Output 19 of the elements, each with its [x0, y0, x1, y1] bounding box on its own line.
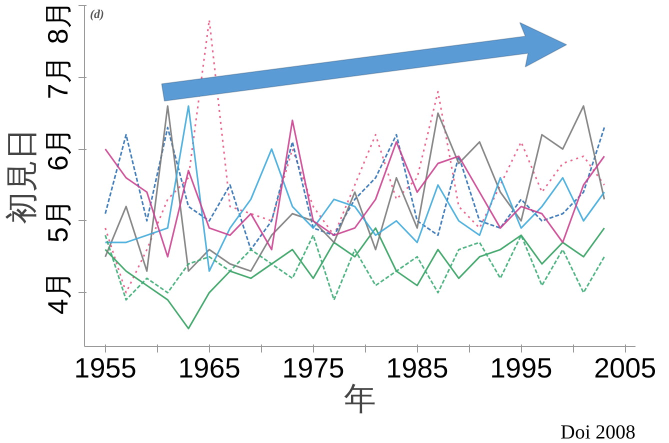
x-tick-label: 1955: [74, 352, 136, 384]
x-tick-label: 1975: [282, 352, 344, 384]
line-series: [104, 19, 606, 294]
annotation: (d): [90, 7, 104, 22]
y-tick-label: 6月: [42, 127, 74, 171]
text: Doi 2008: [560, 422, 636, 443]
y-tick-label: 4月: [42, 270, 74, 314]
line-series: [104, 227, 606, 330]
y-tick-label: 7月: [42, 55, 74, 100]
x-tick-label: 1965: [178, 352, 240, 384]
line-series: [104, 105, 606, 272]
x-tick-label: 1985: [386, 352, 448, 384]
x-tick-label: 2005: [594, 352, 656, 384]
line-series: [104, 234, 606, 301]
x-axis-title: 年: [344, 380, 376, 416]
y-tick-label: 8月: [42, 0, 74, 44]
y-tick-label: 5月: [42, 199, 74, 243]
x-tick-label: 1995: [490, 352, 552, 384]
y-axis-title: 初見日: [4, 128, 40, 224]
